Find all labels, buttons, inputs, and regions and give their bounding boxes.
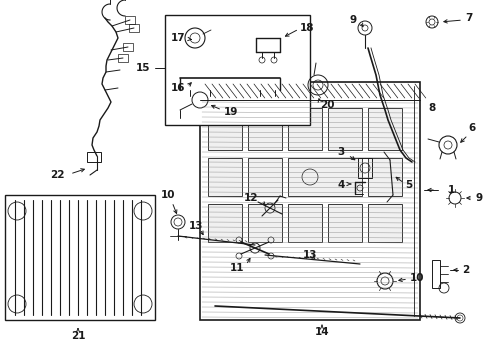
Text: 11: 11 (229, 263, 244, 273)
Bar (248, 108, 282, 150)
Text: 6: 6 (468, 123, 475, 133)
Bar (118, 54, 128, 62)
Bar (368, 204, 402, 242)
Bar (5, 195, 155, 320)
Text: 8: 8 (428, 103, 435, 113)
Text: 13: 13 (303, 250, 317, 260)
Text: 20: 20 (320, 100, 335, 110)
Text: 18: 18 (300, 23, 315, 33)
Bar (328, 204, 362, 242)
Bar (200, 82, 420, 320)
Text: 10: 10 (161, 190, 175, 200)
Bar (123, 43, 133, 51)
Text: 4: 4 (338, 180, 345, 190)
Text: 5: 5 (405, 180, 412, 190)
Text: 14: 14 (315, 327, 329, 337)
Bar (288, 204, 322, 242)
Text: 15: 15 (136, 63, 150, 73)
Bar (165, 15, 310, 125)
Bar (368, 158, 402, 196)
Text: 3: 3 (338, 147, 345, 157)
Bar (208, 158, 242, 196)
Text: 19: 19 (224, 107, 238, 117)
Bar (125, 16, 135, 24)
Text: 12: 12 (244, 193, 258, 203)
Bar (328, 108, 362, 150)
Bar (87, 152, 101, 162)
Text: 22: 22 (50, 170, 65, 180)
Text: 1: 1 (448, 185, 455, 195)
Text: 16: 16 (171, 83, 185, 93)
Text: 17: 17 (171, 33, 185, 43)
Bar (208, 108, 242, 150)
Circle shape (250, 243, 260, 253)
Bar (358, 158, 372, 178)
Text: 7: 7 (465, 13, 472, 23)
Bar (248, 158, 282, 196)
Text: 10: 10 (410, 273, 424, 283)
Bar (368, 108, 402, 150)
Bar (129, 24, 139, 32)
Bar (288, 158, 362, 196)
Bar (432, 260, 440, 288)
Text: 9: 9 (475, 193, 482, 203)
Text: 13: 13 (189, 221, 203, 231)
Text: 21: 21 (71, 331, 85, 341)
Text: 2: 2 (462, 265, 469, 275)
Text: 9: 9 (350, 15, 357, 25)
Bar (248, 204, 282, 242)
Bar (208, 204, 242, 242)
Bar (288, 108, 322, 150)
